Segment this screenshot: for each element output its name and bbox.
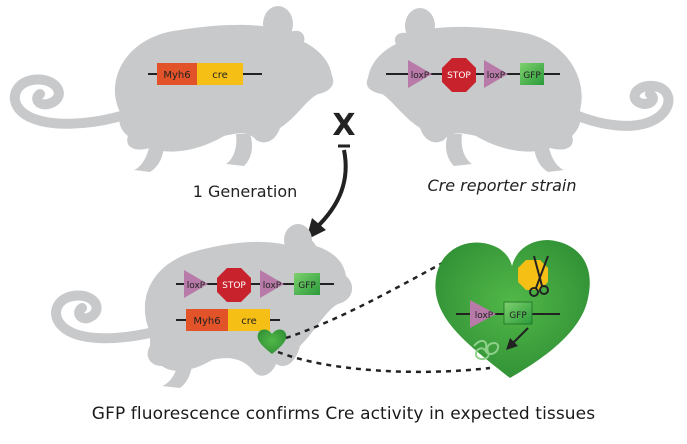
scissors-icon bbox=[529, 255, 549, 297]
mouse-right bbox=[366, 8, 674, 172]
loxp-label: loxP bbox=[475, 311, 494, 321]
connector-line-upper bbox=[285, 258, 449, 340]
myh6-label: Myh6 bbox=[193, 316, 220, 327]
cross-symbol: X bbox=[332, 108, 355, 143]
stop-label: STOP bbox=[447, 71, 471, 81]
gfp-label: GFP bbox=[509, 311, 527, 321]
stop-octagon bbox=[217, 268, 251, 302]
loxp-label: loxP bbox=[263, 281, 282, 291]
excision-arrow-head bbox=[506, 338, 518, 350]
construct-reporter-parent: loxP STOP loxP GFP bbox=[386, 58, 560, 92]
construct-reporter-offspring: loxP STOP loxP GFP bbox=[176, 268, 334, 302]
cre-label: cre bbox=[212, 70, 228, 81]
stop-label: STOP bbox=[222, 281, 246, 291]
construct-myh6-cre-offspring: Myh6 cre bbox=[176, 309, 280, 331]
figure-caption: GFP fluorescence confirms Cre activity i… bbox=[91, 404, 596, 424]
loxp-label: loxP bbox=[187, 281, 206, 291]
gfp-box bbox=[294, 273, 320, 295]
mouse-left bbox=[9, 6, 334, 172]
stop-octagon bbox=[442, 58, 476, 92]
myh6-box bbox=[186, 309, 228, 331]
connector-line-lower bbox=[277, 350, 491, 374]
loxp-triangle bbox=[484, 60, 508, 88]
myh6-box bbox=[157, 63, 197, 85]
small-heart-icon bbox=[257, 329, 287, 354]
loxp-label: loxP bbox=[411, 71, 430, 81]
loxp-triangle bbox=[408, 60, 432, 88]
construct-myh6-cre-parent: Myh6 cre bbox=[148, 63, 262, 85]
generation-arrow bbox=[314, 149, 348, 230]
reporter-strain-label: Cre reporter strain bbox=[428, 176, 577, 195]
excised-dna-squiggle bbox=[473, 340, 500, 360]
loxp-triangle bbox=[260, 270, 284, 298]
gfp-label: GFP bbox=[523, 71, 541, 81]
cre-label: cre bbox=[241, 316, 257, 327]
gfp-label: GFP bbox=[298, 281, 316, 291]
loxp-triangle bbox=[470, 300, 496, 328]
mouse-offspring bbox=[51, 224, 353, 388]
gfp-box bbox=[520, 63, 544, 85]
myh6-label: Myh6 bbox=[163, 70, 190, 81]
cre-box bbox=[228, 309, 270, 331]
heart-inset: loxP GFP bbox=[435, 240, 590, 378]
excision-arrow bbox=[511, 327, 529, 345]
generation-label: 1 Generation bbox=[193, 182, 298, 201]
loxp-triangle bbox=[184, 270, 208, 298]
cre-box bbox=[197, 63, 243, 85]
loxp-label: loxP bbox=[487, 71, 506, 81]
gfp-box bbox=[503, 301, 533, 325]
